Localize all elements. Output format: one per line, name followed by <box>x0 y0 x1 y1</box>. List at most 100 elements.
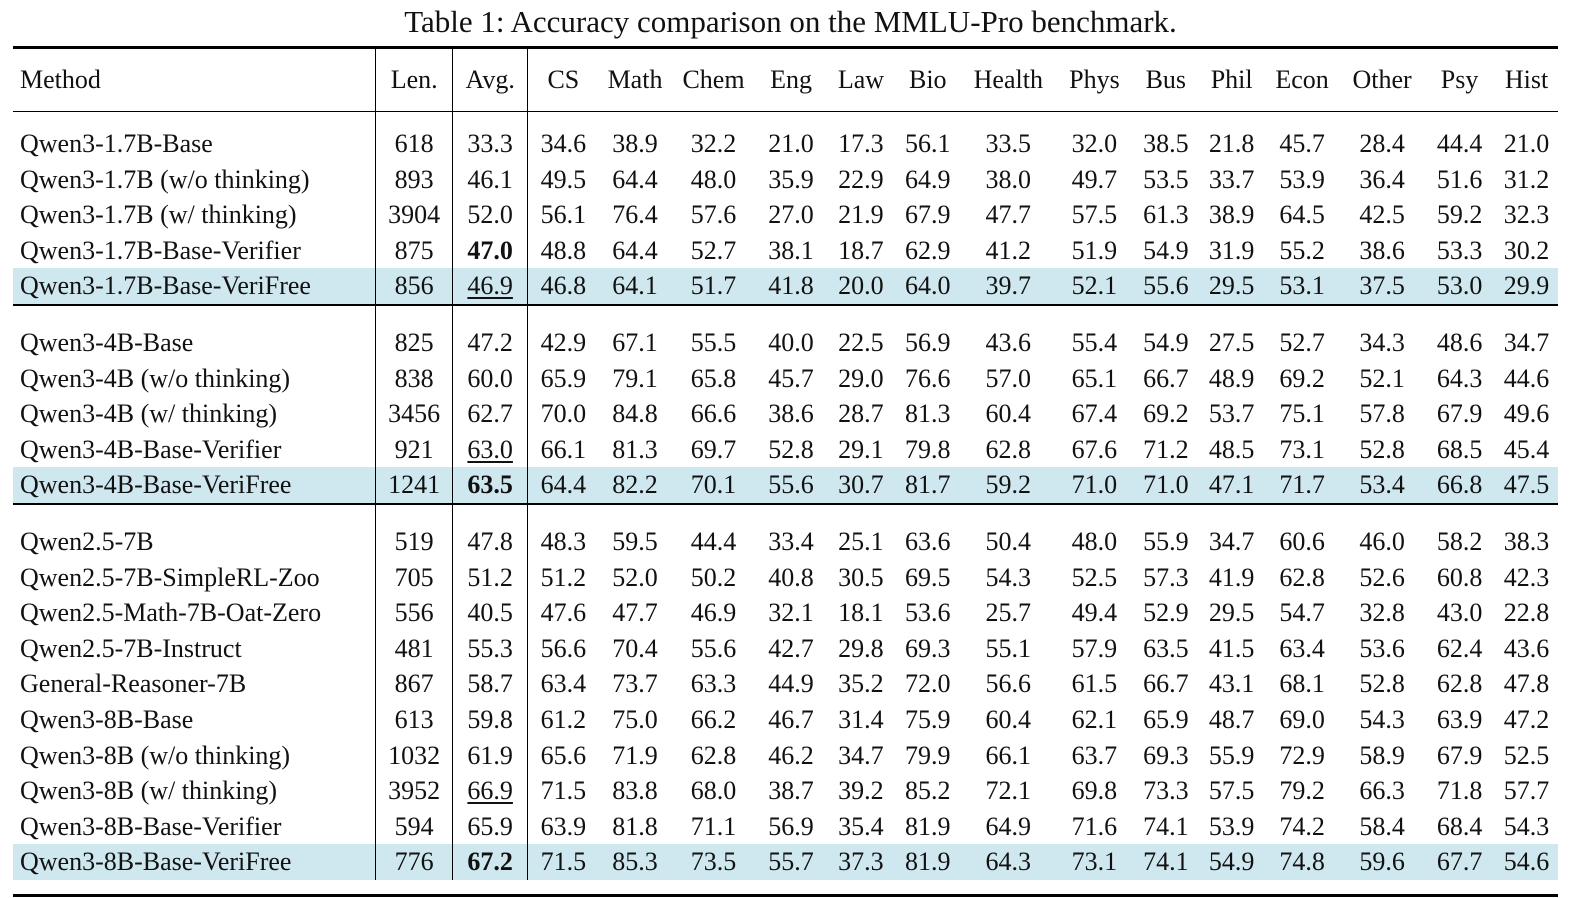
score-cell: 45.4 <box>1503 434 1550 464</box>
score-cell: 53.7 <box>1208 399 1255 429</box>
score-cell: 59.2 <box>960 467 1057 505</box>
score-cell: 54.7 <box>1279 598 1325 628</box>
score-cell: 71.2 <box>1143 434 1189 464</box>
score-cell: 38.9 <box>612 129 658 158</box>
score-cell: 67.9 <box>905 200 951 230</box>
score-cell: 56.1 <box>540 200 587 230</box>
len-cell: 1032 <box>375 737 454 774</box>
score-cell: 38.0 <box>985 164 1032 194</box>
header-avg: Avg. <box>452 47 529 112</box>
score-cell: 29.5 <box>1199 268 1265 306</box>
len-cell: 921 <box>375 431 454 468</box>
score-cell: 22.9 <box>838 164 884 194</box>
score-cell: 17.3 <box>838 129 884 158</box>
score-cell: 44.4 <box>1436 129 1483 158</box>
len-cell: 613 <box>375 701 454 738</box>
score-cell: 48.5 <box>1208 434 1255 464</box>
len-cell: 594 <box>375 808 454 845</box>
avg-cell: 60.0 <box>452 360 529 397</box>
score-cell: 70.1 <box>671 467 756 505</box>
score-cell: 54.9 <box>1143 327 1189 357</box>
score-cell: 38.6 <box>1359 235 1405 265</box>
table-row: Qwen3-8B-Base-Verifier 594 65.9 63.9 81.8 71.… <box>13 808 1558 845</box>
score-cell: 67.7 <box>1424 844 1496 880</box>
len-cell: 519 <box>375 523 454 560</box>
score-cell: 53.1 <box>1264 268 1341 306</box>
score-cell: 47.2 <box>1503 704 1550 734</box>
len-cell: 481 <box>375 630 454 667</box>
avg-value: 67.2 <box>467 847 513 877</box>
score-cell: 71.8 <box>1436 776 1483 806</box>
score-cell: 53.4 <box>1340 467 1425 505</box>
score-cell: 53.9 <box>1279 164 1325 194</box>
score-cell: 54.3 <box>985 562 1032 592</box>
method-cell: Qwen3-8B-Base <box>13 701 377 738</box>
score-cell: 74.8 <box>1264 844 1341 880</box>
method-cell: Qwen2.5-7B <box>13 523 377 560</box>
score-cell: 81.9 <box>905 811 951 841</box>
score-cell: 52.8 <box>1359 669 1405 699</box>
score-cell: 47.7 <box>985 200 1032 230</box>
avg-cell: 52.0 <box>452 197 529 233</box>
table-body: Qwen3-1.7B-Base 618 33.3 34.6 38.9 32.2 21.0 17… <box>13 111 1558 897</box>
score-cell: 68.1 <box>1279 669 1325 699</box>
score-cell: 63.9 <box>540 811 587 841</box>
score-cell: 62.8 <box>1436 669 1483 699</box>
score-cell: 62.8 <box>1279 562 1325 592</box>
score-cell: 21.9 <box>838 200 884 230</box>
score-cell: 59.5 <box>612 526 658 556</box>
score-cell: 47.8 <box>1503 669 1550 699</box>
avg-value: 63.5 <box>467 470 513 500</box>
len-cell: 838 <box>375 360 454 397</box>
table-row: Qwen2.5-Math-7B-Oat-Zero 556 40.5 47.6 47.7 4… <box>13 595 1558 631</box>
score-cell: 69.2 <box>1143 399 1189 429</box>
avg-cell: 47.8 <box>452 523 529 560</box>
score-cell: 40.8 <box>768 562 814 592</box>
score-cell: 71.0 <box>1132 467 1200 505</box>
score-cell: 49.4 <box>1071 598 1118 628</box>
score-cell: 21.0 <box>768 129 814 158</box>
score-cell: 35.4 <box>838 811 884 841</box>
score-cell: 57.3 <box>1143 562 1189 592</box>
score-cell: 63.9 <box>1436 704 1483 734</box>
score-cell: 74.2 <box>1279 811 1325 841</box>
spacer-row <box>13 503 1558 524</box>
header-row: Method Len. Avg. CS Math Chem Eng Law Bio Health P… <box>13 47 1558 112</box>
score-cell: 71.6 <box>1071 811 1118 841</box>
score-cell: 28.4 <box>1359 129 1405 158</box>
method-cell: Qwen3-4B (w/ thinking) <box>13 396 377 432</box>
score-cell: 69.3 <box>1143 740 1189 770</box>
score-cell: 72.9 <box>1279 740 1325 770</box>
score-cell: 30.5 <box>838 562 884 592</box>
score-cell: 56.9 <box>905 327 951 357</box>
score-cell: 85.2 <box>905 776 951 806</box>
method-cell: Qwen3-1.7B-Base-Verifier <box>13 232 377 269</box>
score-cell: 39.2 <box>838 776 884 806</box>
score-cell: 74.1 <box>1143 811 1189 841</box>
score-cell: 79.8 <box>905 434 951 464</box>
score-cell: 68.5 <box>1436 434 1483 464</box>
score-cell: 56.1 <box>905 129 951 158</box>
score-cell: 55.1 <box>985 633 1032 663</box>
avg-cell: 47.2 <box>452 324 529 361</box>
score-cell: 81.8 <box>612 811 658 841</box>
len-cell: 1241 <box>375 467 454 505</box>
score-cell: 44.6 <box>1503 363 1550 393</box>
score-cell: 76.4 <box>612 200 658 230</box>
score-cell: 62.4 <box>1436 633 1483 663</box>
table-row: Qwen3-1.7B-Base-VeriFree 856 46.9 46.8 64.1 5… <box>13 268 1558 306</box>
score-cell: 73.1 <box>1279 434 1325 464</box>
score-cell: 73.1 <box>1056 844 1133 880</box>
header-phys: Phys <box>1069 65 1120 94</box>
score-cell: 60.6 <box>1279 526 1325 556</box>
score-cell: 75.0 <box>612 704 658 734</box>
score-cell: 60.4 <box>985 399 1032 429</box>
score-cell: 66.1 <box>985 740 1032 770</box>
table-row: Qwen3-1.7B-Base-Verifier 875 47.0 48.8 64.4 5… <box>13 232 1558 269</box>
len-cell: 893 <box>375 161 454 198</box>
table-row: Qwen3-4B (w/ thinking) 3456 62.7 70.0 84.8 66… <box>13 396 1558 432</box>
score-cell: 68.4 <box>1436 811 1483 841</box>
score-cell: 81.3 <box>905 399 951 429</box>
score-cell: 57.0 <box>985 363 1032 393</box>
avg-cell: 59.8 <box>452 701 529 738</box>
